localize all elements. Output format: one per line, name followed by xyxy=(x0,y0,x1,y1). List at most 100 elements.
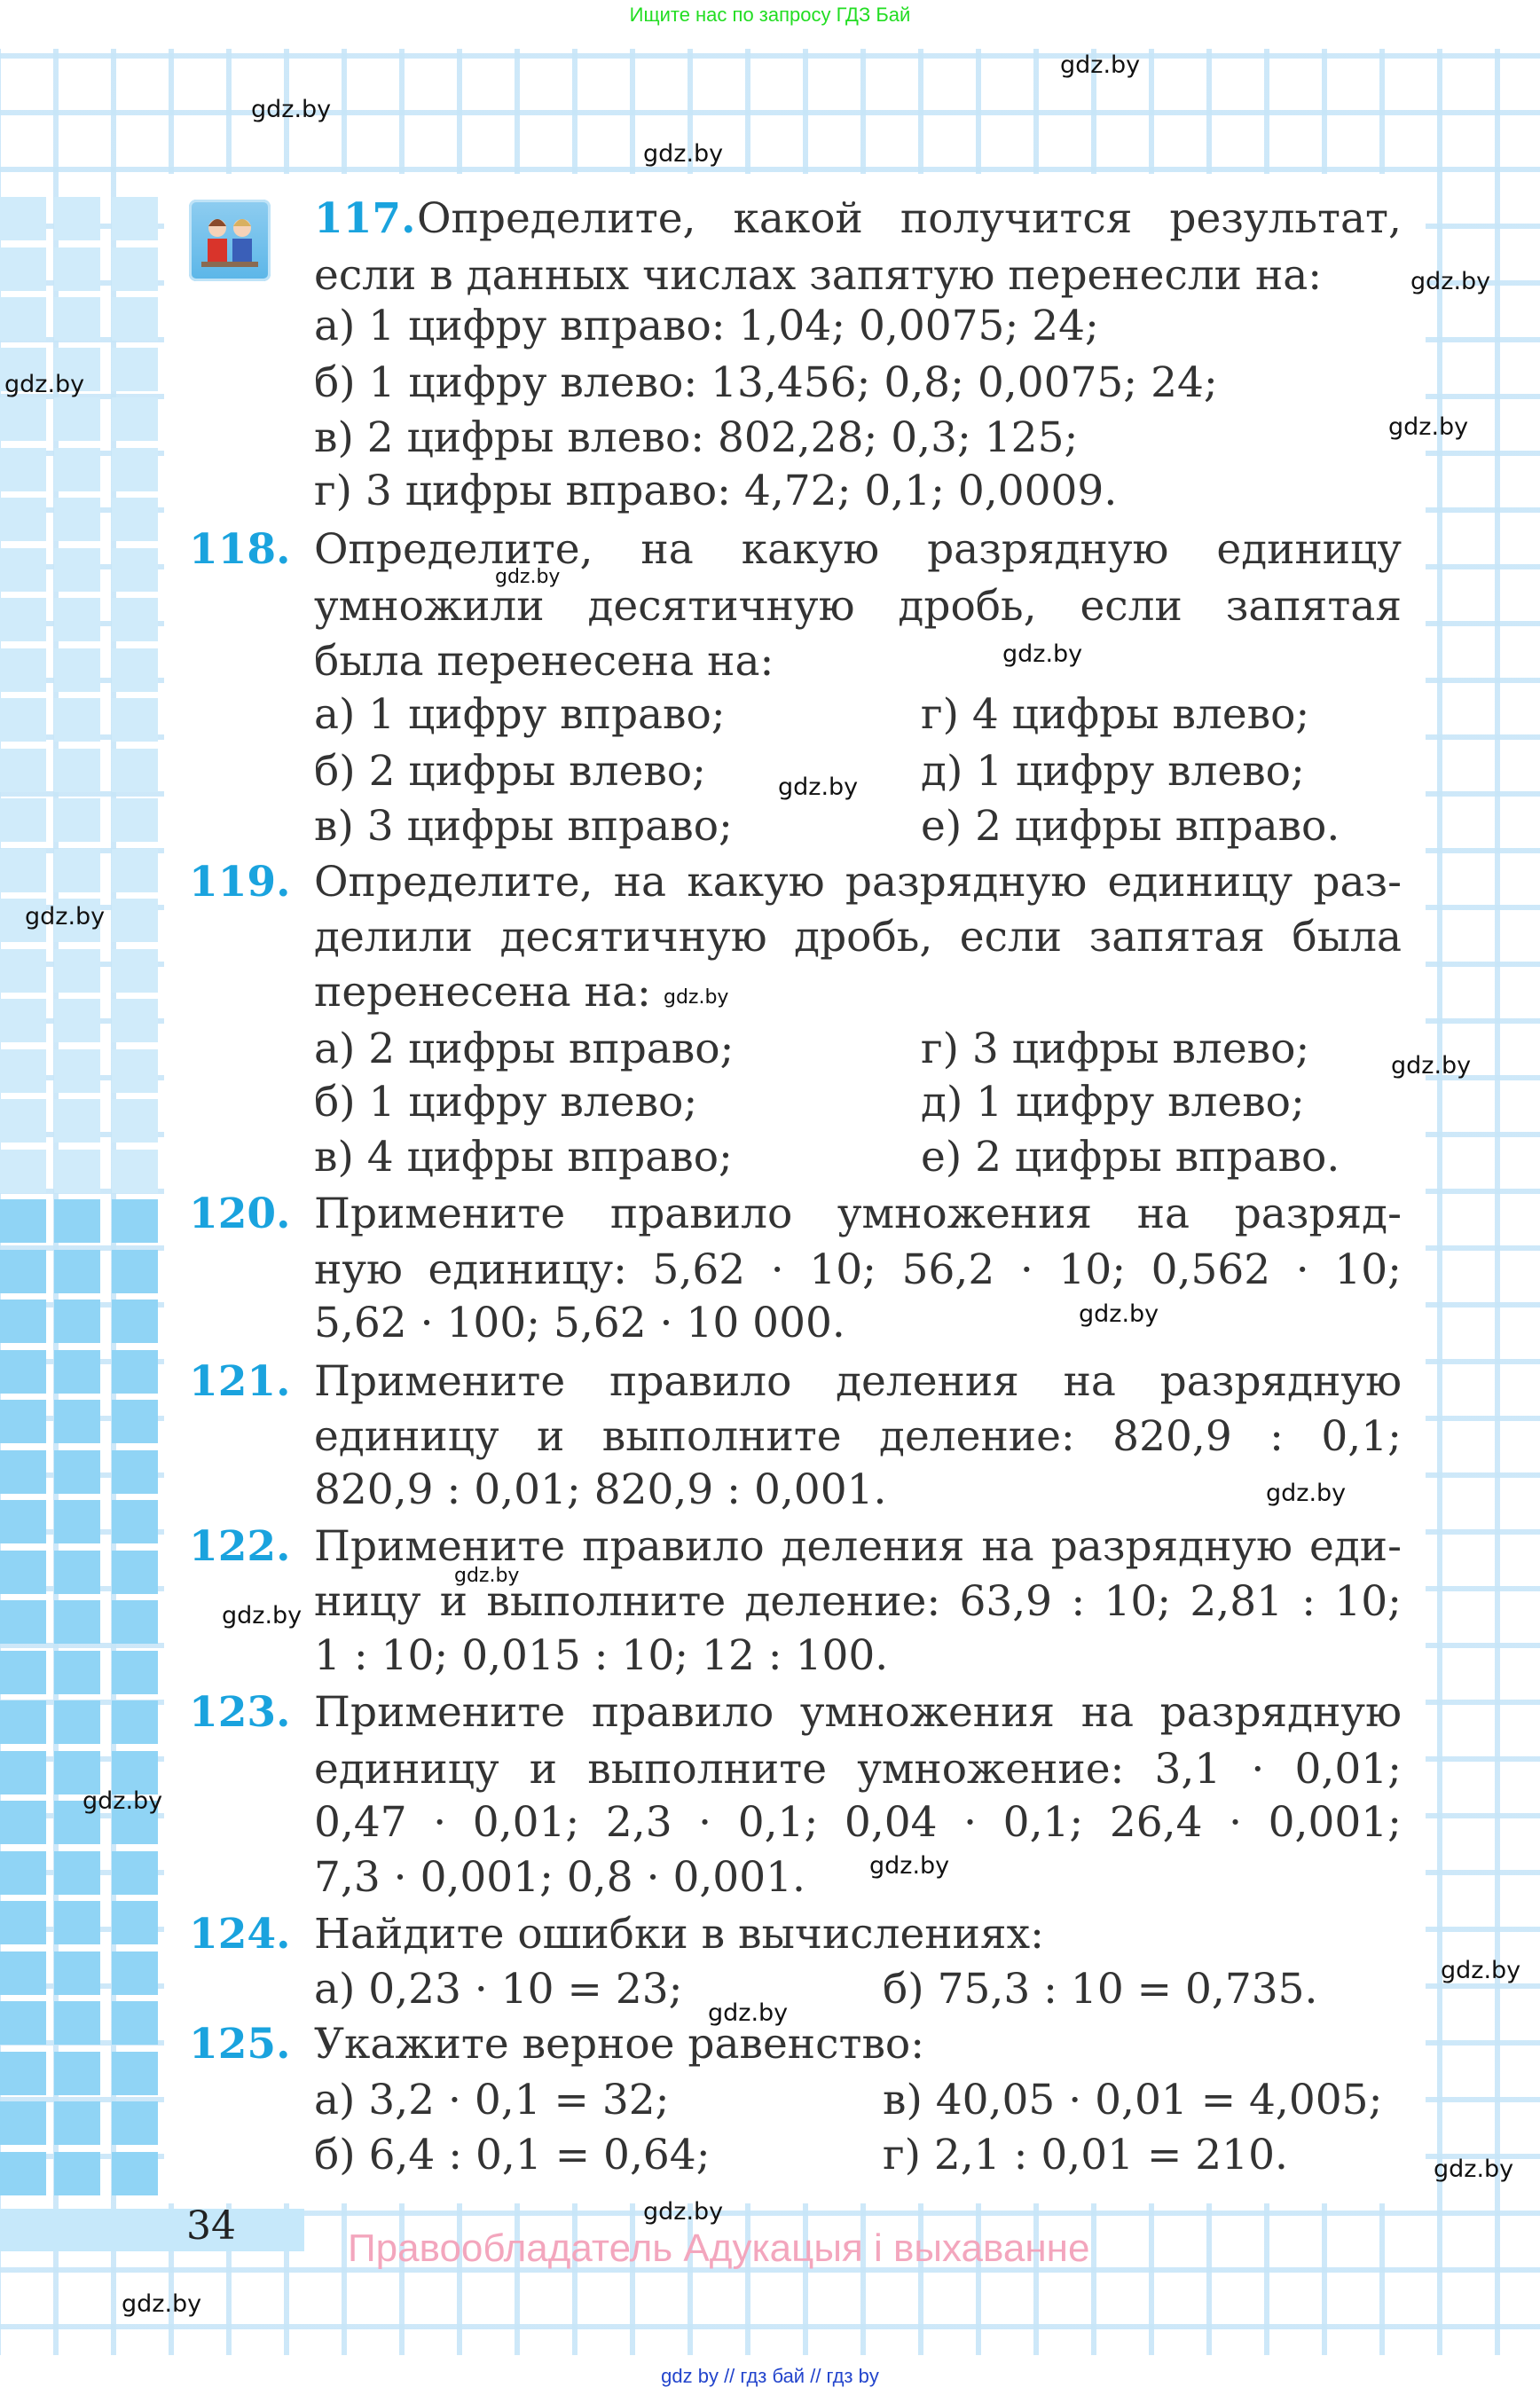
watermark: gdz.by xyxy=(869,1852,950,1880)
watermark: gdz.by xyxy=(454,1565,520,1587)
decor-square xyxy=(54,648,100,692)
decor-square xyxy=(0,1500,46,1543)
decor-square xyxy=(0,1400,46,1443)
decor-square xyxy=(54,1901,100,1944)
content-panel xyxy=(164,174,1426,2203)
decor-square xyxy=(54,1801,100,1844)
task-text: умножили десятичную дробь, если запятая xyxy=(314,582,1402,631)
footer-links[interactable]: gdz by // гдз бай // гдз by xyxy=(661,2365,879,2387)
task-text: Примените правило умножения на разрядную xyxy=(314,1688,1402,1737)
decor-square xyxy=(54,547,100,592)
task-option: а) 1 цифру вправо: 1,04; 0,0075; 24; xyxy=(314,302,1099,350)
decor-square xyxy=(54,1300,100,1343)
decor-square xyxy=(54,948,100,993)
decor-square xyxy=(54,1048,100,1093)
decor-square xyxy=(54,498,100,541)
decor-square xyxy=(0,598,46,641)
decor-square xyxy=(0,1099,46,1143)
decor-square xyxy=(112,1199,158,1243)
task-text: Примените правило умножения на разряд- xyxy=(314,1190,1402,1238)
task-number: 118. xyxy=(189,525,291,574)
decor-square xyxy=(54,1550,100,1594)
decor-square xyxy=(112,848,158,892)
decor-square xyxy=(0,2101,46,2145)
task-option: е) 2 цифры вправо. xyxy=(921,802,1340,851)
decor-square xyxy=(0,648,46,692)
task-option: а) 3,2 · 0,1 = 32; xyxy=(314,2076,670,2124)
watermark: gdz.by xyxy=(643,140,724,168)
watermark: gdz.by xyxy=(82,1787,163,1815)
decor-square xyxy=(54,197,100,240)
decor-square xyxy=(112,197,158,240)
watermark: gdz.by xyxy=(1266,1480,1347,1507)
task-number: 120. xyxy=(189,1190,291,1238)
decor-square xyxy=(54,1199,100,1243)
decor-square xyxy=(54,1750,100,1794)
decor-square xyxy=(0,1249,46,1293)
task-option: б) 6,4 : 0,1 = 0,64; xyxy=(314,2131,711,2179)
task-option: в) 40,05 · 0,01 = 4,005; xyxy=(883,2076,1383,2124)
task-option: б) 2 цифры влево; xyxy=(314,747,706,796)
task-text: Определите, какой получится результат, xyxy=(417,194,1402,243)
task-option: д) 1 цифру влево; xyxy=(921,747,1305,796)
task-option: а) 2 цифры вправо; xyxy=(314,1025,735,1073)
watermark: gdz.by xyxy=(708,1999,789,2027)
watermark: gdz.by xyxy=(1391,1052,1472,1080)
decor-square xyxy=(0,1550,46,1594)
decor-square xyxy=(54,1600,100,1644)
decor-square xyxy=(0,1300,46,1343)
watermark: gdz.by xyxy=(25,903,106,931)
watermark: gdz.by xyxy=(664,986,729,1009)
task-text: 820,9 : 0,01; 820,9 : 0,001. xyxy=(314,1465,887,1514)
decor-square xyxy=(0,1199,46,1243)
decor-square xyxy=(0,1901,46,1944)
decor-square xyxy=(112,498,158,541)
decor-square xyxy=(0,999,46,1042)
decor-square xyxy=(112,1700,158,1744)
decor-square xyxy=(54,247,100,291)
task-number: 125. xyxy=(189,2020,291,2069)
decor-square xyxy=(112,1500,158,1543)
task-option: г) 3 цифры влево; xyxy=(921,1025,1310,1073)
task-text: Примените правило деления на разрядную е… xyxy=(314,1522,1402,1571)
watermark: gdz.by xyxy=(1002,640,1083,668)
task-text: перенесена на: xyxy=(314,968,651,1017)
decor-square xyxy=(54,1700,100,1744)
task-number: 124. xyxy=(189,1910,291,1959)
task-text: Определите, на какую разрядную единицу xyxy=(314,525,1402,574)
decor-square xyxy=(112,1300,158,1343)
decor-square xyxy=(112,1249,158,1293)
decor-square xyxy=(0,2001,46,2045)
decor-square xyxy=(112,1550,158,1594)
watermark: gdz.by xyxy=(1079,1300,1159,1328)
decor-square xyxy=(54,347,100,391)
decor-square xyxy=(0,247,46,291)
decor-square xyxy=(112,948,158,993)
decor-square xyxy=(112,2151,158,2195)
task-option: г) 2,1 : 0,01 = 210. xyxy=(883,2131,1288,2179)
watermark: gdz.by xyxy=(1434,2156,1514,2183)
decor-square xyxy=(54,297,100,341)
decor-square xyxy=(54,447,100,491)
promo-text: Ищите нас по запросу ГДЗ Бай xyxy=(629,4,911,26)
task-option: в) 3 цифры вправо; xyxy=(314,802,733,851)
task-text: была перенесена на: xyxy=(314,637,774,686)
decor-square xyxy=(112,1349,158,1394)
decor-square xyxy=(112,1048,158,1093)
task-text: ницу и выполните деление: 63,9 : 10; 2,8… xyxy=(314,1577,1402,1626)
watermark: gdz.by xyxy=(222,1602,302,1629)
decor-square xyxy=(112,798,158,842)
decor-square xyxy=(112,297,158,341)
watermark: gdz.by xyxy=(778,774,859,801)
watermark: gdz.by xyxy=(122,2290,202,2318)
decor-square xyxy=(54,798,100,842)
task-text: если в данных числах запятую перенесли н… xyxy=(314,251,1323,300)
task-text: Укажите верное равенство: xyxy=(314,2020,925,2069)
decor-square xyxy=(112,1449,158,1494)
decor-square xyxy=(54,1951,100,1995)
task-option: г) 4 цифры влево; xyxy=(921,690,1310,739)
watermark: gdz.by xyxy=(1441,1957,1521,1984)
decor-square xyxy=(0,498,46,541)
decor-square xyxy=(112,1801,158,1844)
decor-square xyxy=(112,2101,158,2145)
